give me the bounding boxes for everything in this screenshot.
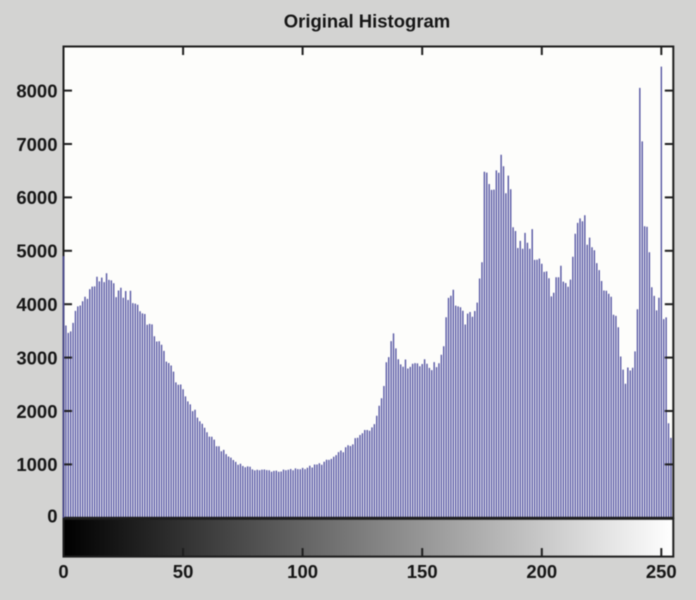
svg-text:100: 100 [287,561,318,582]
svg-text:200: 200 [526,561,557,582]
svg-text:0: 0 [47,506,57,527]
svg-text:1000: 1000 [16,454,57,475]
svg-text:250: 250 [646,561,677,582]
svg-text:8000: 8000 [16,80,57,101]
svg-text:3000: 3000 [16,347,57,368]
svg-text:6000: 6000 [16,187,57,208]
svg-text:7000: 7000 [16,134,57,155]
svg-text:5000: 5000 [16,241,57,262]
svg-text:150: 150 [407,561,438,582]
svg-text:4000: 4000 [16,294,57,315]
svg-text:0: 0 [58,561,68,582]
svg-text:2000: 2000 [16,401,57,422]
svg-text:50: 50 [173,561,194,582]
svg-text:Original Histogram: Original Histogram [284,11,451,32]
